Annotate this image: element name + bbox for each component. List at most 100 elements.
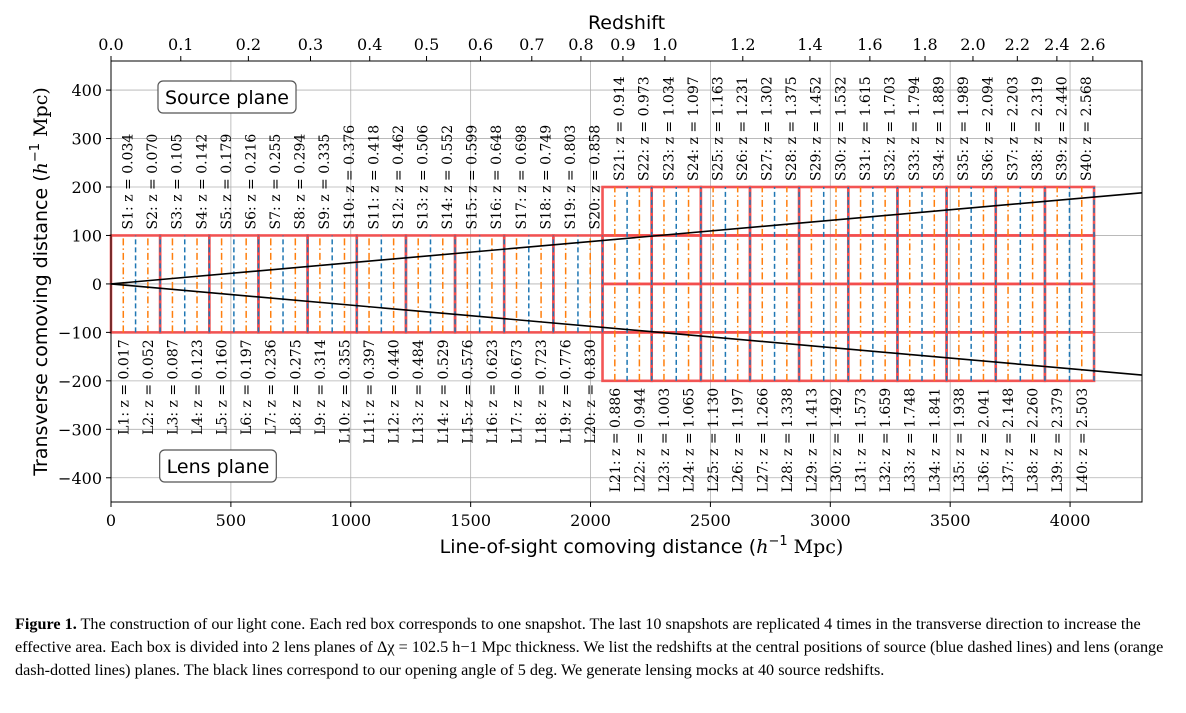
top-tick-label: 1.2 bbox=[730, 35, 755, 54]
lens-plane-label: L33: z = 1.748 bbox=[903, 388, 919, 492]
caption-text: The construction of our light cone. Each… bbox=[15, 615, 1164, 679]
lens-plane-label: L5: z = 0.160 bbox=[215, 339, 231, 434]
top-tick-label: 1.4 bbox=[797, 35, 822, 54]
lens-plane-label: L28: z = 1.338 bbox=[780, 388, 796, 492]
source-plane-label: S27: z = 1.302 bbox=[760, 76, 776, 181]
top-tick-label: 2.0 bbox=[960, 35, 985, 54]
y-axis-title: Transverse comoving distance (h−1 Mpc) bbox=[28, 87, 52, 477]
y-tick-label: 0 bbox=[92, 275, 102, 294]
lens-plane-label: L24: z = 1.065 bbox=[682, 388, 698, 492]
top-tick-label: 1.8 bbox=[912, 35, 937, 54]
source-plane-label: S29: z = 1.452 bbox=[809, 76, 825, 181]
lens-plane-label: L37: z = 2.148 bbox=[1001, 388, 1017, 492]
source-plane-label: S4: z = 0.142 bbox=[194, 134, 210, 230]
source-plane-legend-text: Source plane bbox=[165, 87, 289, 109]
y-tick-label: 300 bbox=[71, 130, 102, 149]
lens-plane-label: L11: z = 0.397 bbox=[362, 339, 378, 443]
lens-plane-label: L30: z = 1.492 bbox=[829, 388, 845, 492]
source-plane-label: S28: z = 1.375 bbox=[784, 76, 800, 181]
plane-legend: Source plane Lens plane bbox=[157, 80, 297, 483]
top-tick-label: 1.6 bbox=[857, 35, 882, 54]
source-plane-label: S17: z = 0.698 bbox=[514, 125, 530, 230]
x-tick-label: 1500 bbox=[450, 511, 491, 530]
source-plane-label: S33: z = 1.794 bbox=[907, 76, 923, 181]
lens-plane-label: L14: z = 0.529 bbox=[436, 339, 452, 443]
cone-line bbox=[110, 192, 1143, 285]
top-tick-label: 0.0 bbox=[98, 35, 123, 54]
lens-plane-label: L3: z = 0.087 bbox=[165, 339, 181, 434]
top-tick-label: 0.2 bbox=[236, 35, 261, 54]
x-axis-title-text: Line-of-sight comoving distance ( bbox=[440, 536, 757, 558]
x-axis-title-exp: −1 bbox=[768, 534, 787, 549]
source-plane-label: S26: z = 1.231 bbox=[735, 76, 751, 181]
x-axis-title-unit: Mpc) bbox=[788, 536, 844, 558]
source-plane-label: S15: z = 0.599 bbox=[465, 125, 481, 230]
top-tick-label: 2.6 bbox=[1080, 35, 1105, 54]
source-plane-label: S21: z = 0.914 bbox=[612, 76, 628, 181]
y-axis-title-unit: Mpc) bbox=[30, 87, 52, 143]
y-axis-title-exp: −1 bbox=[28, 143, 43, 162]
top-tick-label: 2.4 bbox=[1044, 35, 1069, 54]
source-plane-label: S9: z = 0.335 bbox=[317, 134, 333, 230]
lens-plane-label: L9: z = 0.314 bbox=[313, 339, 329, 435]
lens-plane-label: L4: z = 0.123 bbox=[190, 339, 206, 434]
y-tick-label: −300 bbox=[58, 420, 102, 439]
lens-plane-label: L19: z = 0.776 bbox=[559, 339, 575, 443]
y-tick-label: 100 bbox=[71, 226, 102, 245]
lens-plane-label: L6: z = 0.197 bbox=[239, 339, 255, 434]
top-tick-label: 1.0 bbox=[652, 35, 677, 54]
source-plane-label: S32: z = 1.703 bbox=[882, 76, 898, 181]
y-tick-label: −400 bbox=[58, 469, 102, 488]
lens-plane-label: L38: z = 2.260 bbox=[1026, 388, 1042, 492]
lens-plane-label: L18: z = 0.723 bbox=[534, 339, 550, 443]
source-plane-label: S22: z = 0.973 bbox=[637, 76, 653, 181]
x-tick-label: 0 bbox=[106, 511, 116, 530]
source-plane-legend: Source plane bbox=[157, 80, 297, 114]
source-plane-label: S20: z = 0.858 bbox=[588, 125, 604, 230]
y-axis-title-text: Transverse comoving distance ( bbox=[30, 174, 52, 476]
lens-plane-label: L20: z = 0.830 bbox=[583, 339, 599, 443]
y-axis-title-h: h bbox=[30, 162, 52, 174]
source-plane-label: S8: z = 0.294 bbox=[293, 134, 309, 230]
lens-plane-label: L15: z = 0.576 bbox=[460, 339, 476, 443]
source-plane-label: S35: z = 1.989 bbox=[956, 76, 972, 181]
lens-plane-label: L26: z = 1.197 bbox=[731, 388, 747, 492]
x-tick-label: 3000 bbox=[810, 511, 851, 530]
lens-plane-label: L22: z = 0.944 bbox=[632, 388, 648, 492]
x-tick-label: 500 bbox=[216, 511, 247, 530]
light-cone-figure: S1: z = 0.034 S2: z = 0.070 S3: z = 0.105 S… bbox=[28, 12, 1143, 558]
lens-plane-label: L32: z = 1.659 bbox=[878, 388, 894, 492]
source-plane-label: S30: z = 1.532 bbox=[833, 76, 849, 181]
lens-plane-label: L31: z = 1.573 bbox=[854, 388, 870, 492]
top-tick-label: 2.2 bbox=[1005, 35, 1030, 54]
cone-lines bbox=[110, 192, 1143, 376]
source-plane-label: S7: z = 0.255 bbox=[268, 134, 284, 230]
lens-plane-label: L23: z = 1.003 bbox=[657, 388, 673, 492]
source-plane-label: S25: z = 1.163 bbox=[710, 76, 726, 181]
lens-plane-label: L39: z = 2.379 bbox=[1050, 388, 1066, 492]
lens-plane-label: L21: z = 0.886 bbox=[608, 388, 624, 492]
source-plane-label: S16: z = 0.648 bbox=[489, 125, 505, 230]
plane-labels: S1: z = 0.034 S2: z = 0.070 S3: z = 0.105 S… bbox=[116, 76, 1095, 492]
figure-caption: Figure 1. The construction of our light … bbox=[15, 613, 1173, 682]
lens-plane-label: L16: z = 0.623 bbox=[485, 339, 501, 443]
lens-plane-label: L12: z = 0.440 bbox=[387, 339, 403, 443]
top-tick-label: 0.9 bbox=[610, 35, 635, 54]
source-plane-label: S5: z = 0.179 bbox=[219, 134, 235, 230]
x-tick-label: 1000 bbox=[330, 511, 371, 530]
caption-label: Figure 1. bbox=[15, 615, 77, 633]
y-tick-label: −200 bbox=[58, 372, 102, 391]
lens-plane-label: L35: z = 1.938 bbox=[952, 388, 968, 492]
lens-plane-label: L10: z = 0.355 bbox=[337, 339, 353, 443]
source-plane-label: S2: z = 0.070 bbox=[145, 134, 161, 230]
source-plane-label: S36: z = 2.094 bbox=[981, 76, 997, 181]
source-plane-label: S37: z = 2.203 bbox=[1005, 76, 1021, 181]
axes: 0 500 1000 1500 2000 2500 3000 3500 400040030020… bbox=[28, 12, 1143, 558]
source-plane-label: S10: z = 0.376 bbox=[342, 125, 358, 230]
lens-plane-label: L34: z = 1.841 bbox=[927, 388, 943, 492]
plane-lines bbox=[122, 187, 1095, 381]
lens-plane-label: L17: z = 0.673 bbox=[510, 339, 526, 443]
lens-plane-label: L13: z = 0.484 bbox=[411, 339, 427, 443]
source-plane-label: S14: z = 0.552 bbox=[440, 125, 456, 230]
source-plane-label: S31: z = 1.615 bbox=[858, 76, 874, 181]
